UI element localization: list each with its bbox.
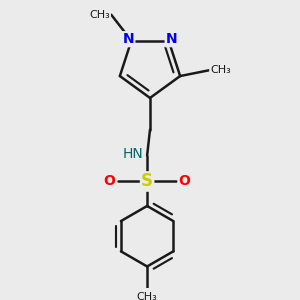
- Text: O: O: [104, 175, 116, 188]
- Text: CH₃: CH₃: [210, 65, 231, 75]
- Text: CH₃: CH₃: [89, 10, 110, 20]
- Text: CH₃: CH₃: [137, 292, 158, 300]
- Text: O: O: [178, 175, 190, 188]
- Text: S: S: [141, 172, 153, 190]
- Text: N: N: [123, 32, 134, 46]
- Text: N: N: [166, 32, 177, 46]
- Text: HN: HN: [122, 147, 143, 161]
